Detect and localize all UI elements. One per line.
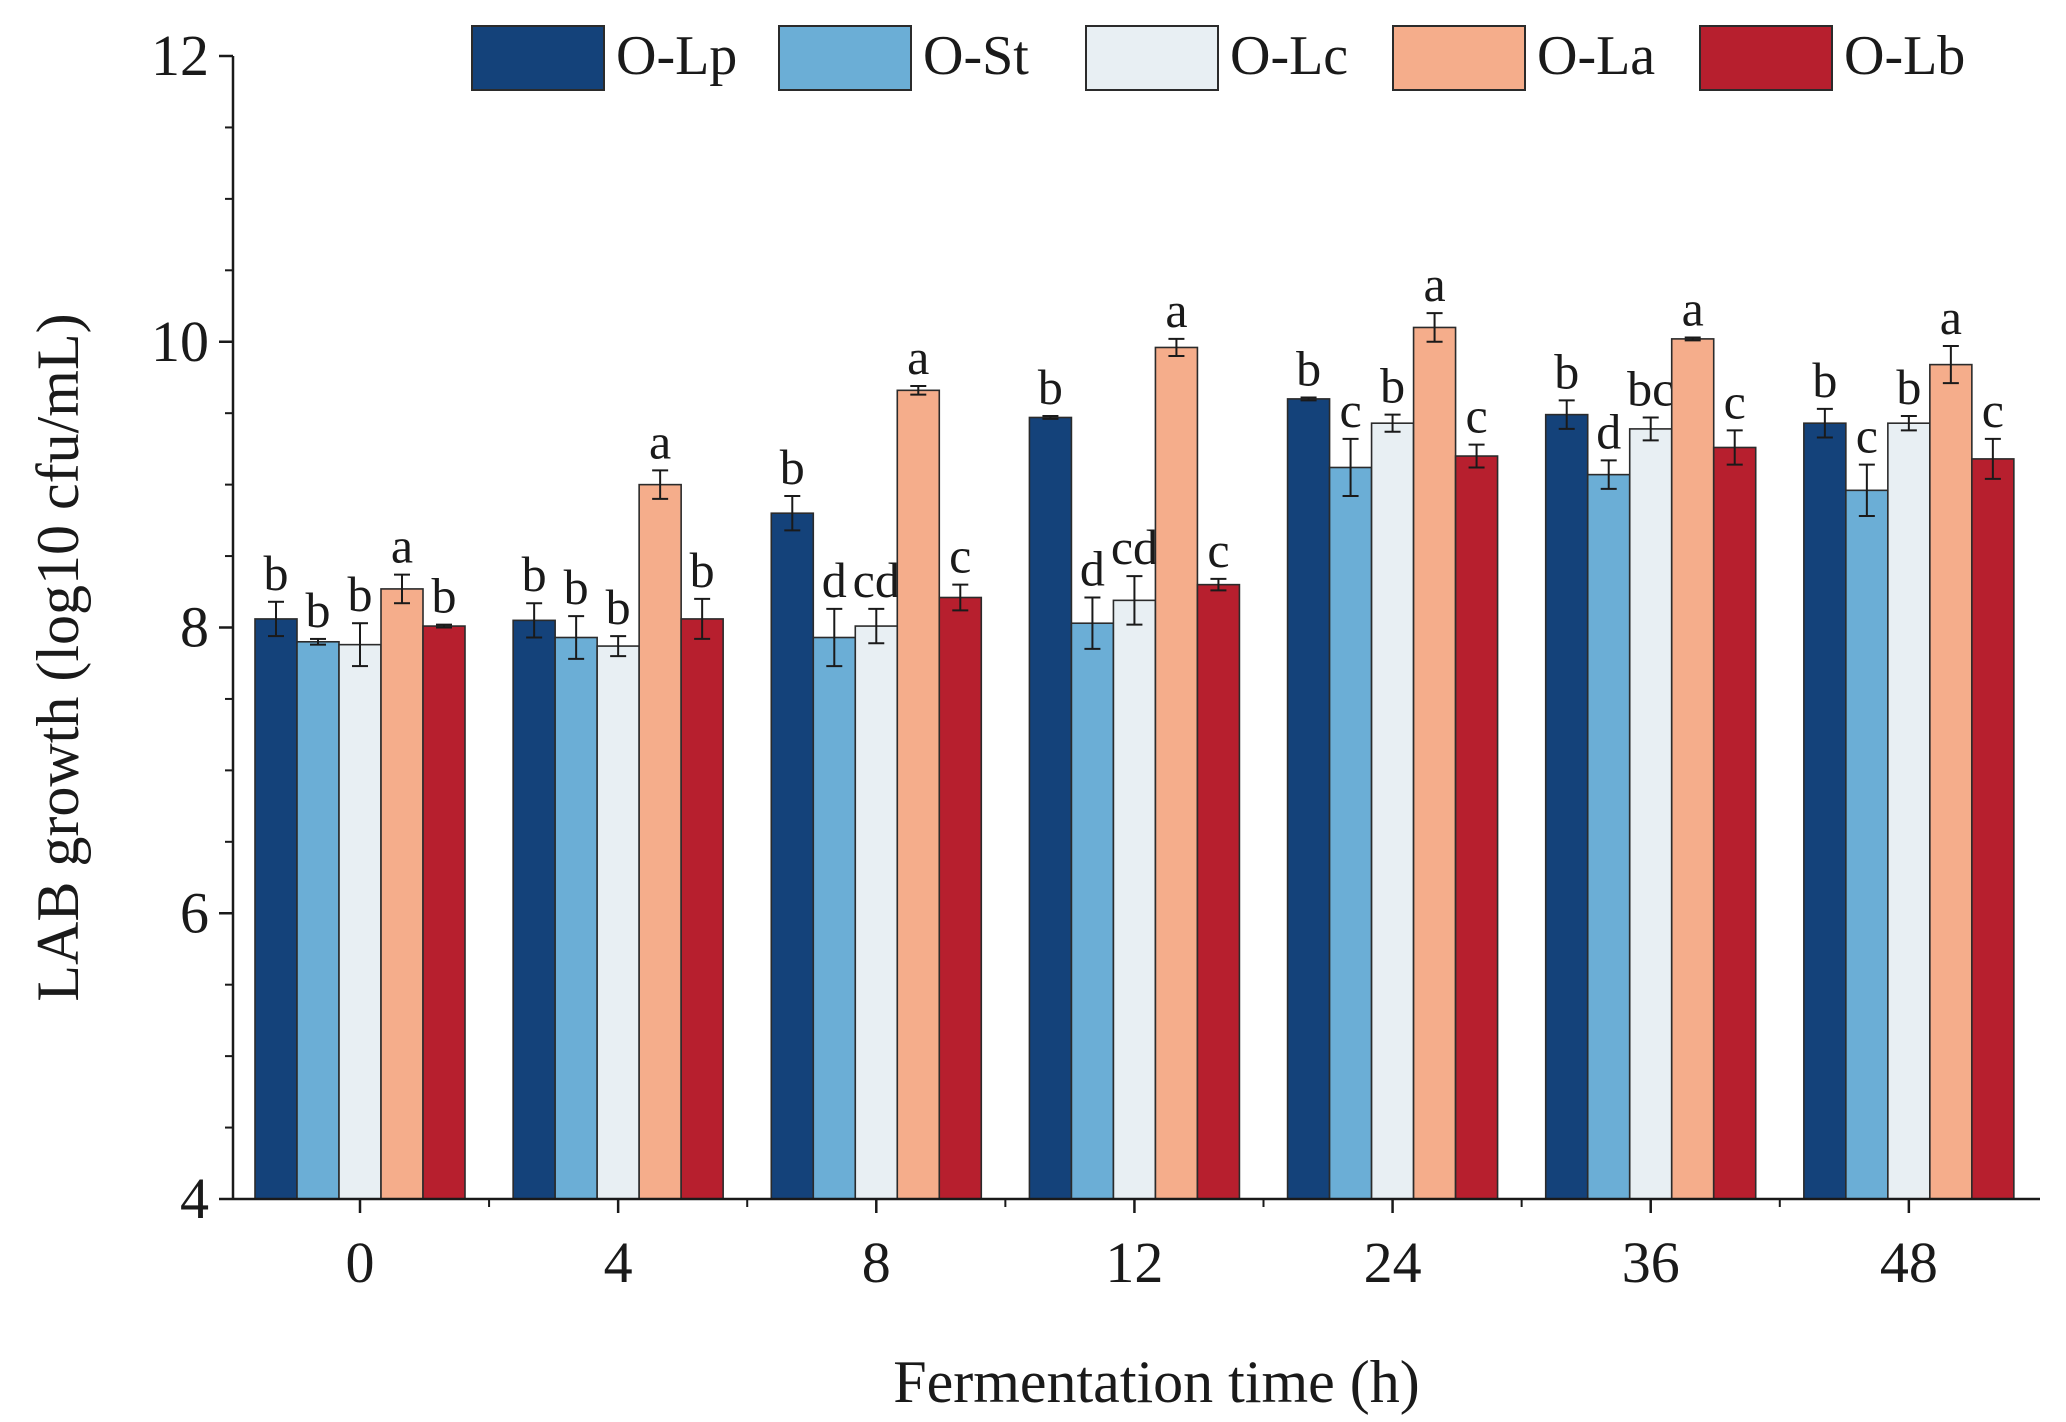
bar [1370,422,1415,1200]
bar [1154,346,1199,1200]
bar [554,636,598,1200]
bar [638,483,682,1200]
legend-label: O-La [1537,25,1655,87]
x-tick-label: 12 [1105,1230,1163,1295]
significance-label: b [606,579,631,635]
significance-label: d [822,552,847,608]
significance-label: c [1856,408,1878,464]
significance-label: bc [1627,360,1674,416]
significance-label: a [1165,282,1187,338]
bar [1070,622,1115,1200]
significance-label: c [1207,522,1229,578]
significance-label: a [1940,289,1962,345]
bar [812,636,857,1200]
significance-label: c [1339,382,1361,438]
legend-swatch [778,25,912,91]
significance-label: d [1596,403,1621,459]
significance-label: a [1423,256,1445,312]
legend-swatch [471,25,605,91]
significance-label: b [432,568,457,624]
bar [938,596,983,1200]
legend-swatch [1699,25,1833,91]
significance-label: c [1465,388,1487,444]
y-tick-label: 6 [180,880,209,945]
legend-swatch [1085,25,1219,91]
bar [422,625,466,1200]
y-tick-label: 10 [151,309,209,374]
bar [380,588,424,1200]
significance-label: a [1682,280,1704,336]
y-axis-title: LAB growth (log10 cfu/mL) [25,313,91,1001]
x-tick-label: 4 [604,1230,633,1295]
bar [338,643,382,1200]
y-tick-label: 12 [151,23,209,88]
bar [1544,413,1589,1200]
legend-label: O-St [923,25,1029,87]
legend: O-Lp O-St O-Lc O-La O-Lb [471,25,1965,91]
bar [770,512,815,1200]
y-tick-label: 4 [180,1166,209,1231]
bar [1286,398,1331,1200]
significance-label: b [306,582,331,638]
bar [854,625,899,1200]
bar [1971,458,2015,1200]
significance-label: c [1982,382,2004,438]
significance-label: b [780,439,805,495]
x-axis-title: Fermentation time (h) [893,1349,1420,1415]
significance-label: cd [1111,519,1158,575]
significance-label: b [690,542,715,598]
bar [1628,428,1673,1200]
bar [1586,473,1631,1200]
bar [512,619,556,1200]
legend-label: O-Lb [1844,25,1965,87]
bar [1412,326,1457,1200]
bar [1887,422,1931,1200]
bar [1328,466,1373,1200]
bar [1845,489,1889,1200]
x-tick-label: 48 [1880,1230,1938,1295]
significance-label: b [1038,359,1063,415]
legend-label: O-Lp [616,25,737,87]
bar [896,389,941,1200]
significance-label: a [907,329,929,385]
significance-label: b [1896,359,1921,415]
legend-swatch [1392,25,1526,91]
bar [296,640,340,1200]
significance-label: b [264,545,289,601]
significance-label: b [1380,358,1405,414]
bar [680,618,724,1200]
bar [1803,422,1847,1200]
bar [1196,583,1241,1200]
bar [1929,363,1973,1200]
significance-label: c [949,528,971,584]
significance-label: b [1554,343,1579,399]
significance-label: b [1296,340,1321,396]
x-tick-label: 8 [862,1230,891,1295]
bar [1712,446,1757,1200]
bar [1112,599,1157,1200]
significance-label: a [391,518,413,574]
bar [1028,416,1073,1200]
legend-label: O-Lc [1230,25,1348,87]
x-tick-label: 24 [1364,1230,1422,1295]
significance-label: b [564,559,589,615]
y-tick-label: 8 [180,595,209,660]
bar [254,618,298,1200]
bar [1670,338,1715,1200]
bar [596,645,640,1200]
significance-label: b [522,546,547,602]
significance-label: b [1812,352,1837,408]
x-tick-label: 0 [346,1230,375,1295]
significance-label: cd [853,552,900,608]
bar [1454,455,1499,1200]
x-tick-label: 36 [1622,1230,1680,1295]
significance-label: a [649,413,671,469]
significance-label: c [1724,373,1746,429]
significance-label: d [1080,540,1105,596]
significance-label: b [348,566,373,622]
